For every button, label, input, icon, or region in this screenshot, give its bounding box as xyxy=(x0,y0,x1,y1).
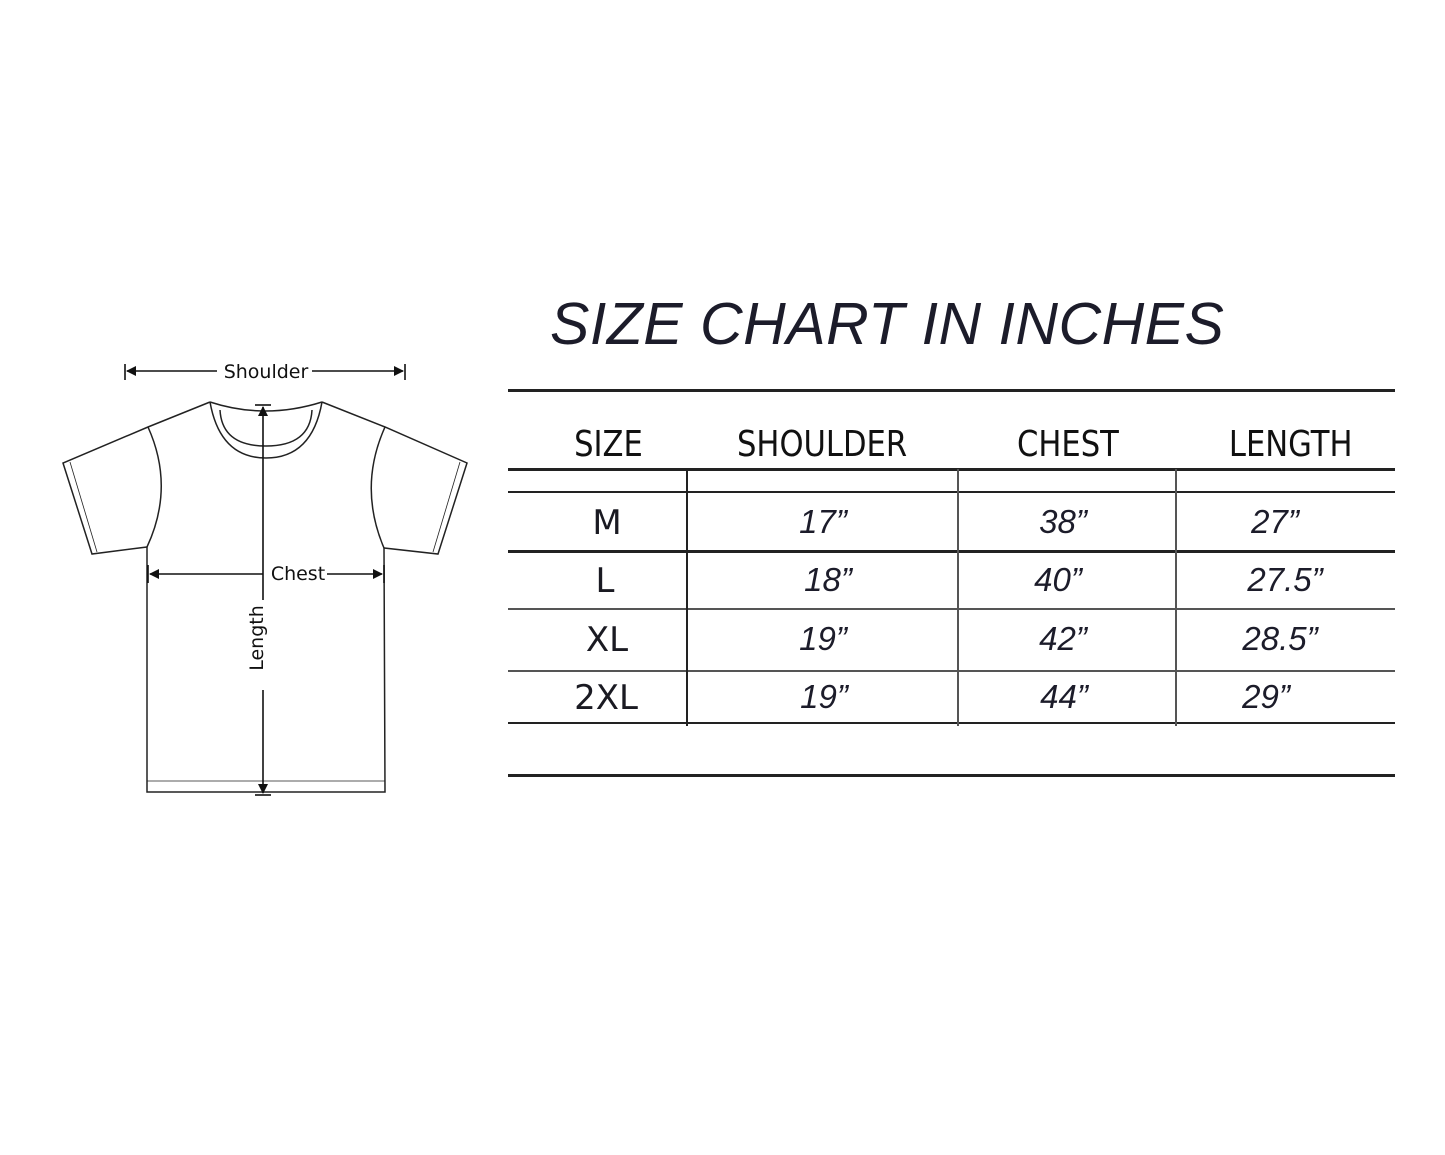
shoulder-cell: 19” xyxy=(800,678,848,715)
header-shoulder: SHOULDER xyxy=(737,424,908,465)
header-chest: CHEST xyxy=(1016,424,1119,465)
length-cell: 28.5” xyxy=(1242,620,1318,657)
header-divider xyxy=(508,468,1395,471)
chest-cell: 44” xyxy=(1040,678,1088,715)
chest-arrow xyxy=(147,565,385,583)
table-bottom-border xyxy=(508,774,1395,777)
size-cell: XL xyxy=(585,620,629,660)
size-cell: L xyxy=(595,561,615,601)
chest-cell: 40” xyxy=(1034,561,1082,598)
chest-label: Chest xyxy=(271,563,325,585)
chest-cell: 38” xyxy=(1039,503,1087,540)
chest-cell: 42” xyxy=(1039,620,1087,657)
chart-title: SIZE CHART IN INCHES xyxy=(550,291,1225,357)
shoulder-cell: 17” xyxy=(799,503,847,540)
size-cell: M xyxy=(592,503,622,543)
header-size: SIZE xyxy=(574,424,643,465)
header-length: LENGTH xyxy=(1228,424,1353,465)
length-cell: 27.5” xyxy=(1247,561,1323,598)
column-divider xyxy=(686,469,688,726)
length-label: Length xyxy=(246,605,268,671)
tshirt-outline xyxy=(62,401,468,793)
row-divider xyxy=(508,722,1395,724)
shoulder-label: Shoulder xyxy=(224,361,309,383)
column-divider xyxy=(1175,469,1177,726)
shoulder-arrow xyxy=(124,364,406,380)
column-divider xyxy=(957,469,959,726)
row-divider xyxy=(508,491,1395,493)
length-cell: 27” xyxy=(1251,503,1299,540)
table-top-border xyxy=(508,389,1395,392)
row-divider xyxy=(508,670,1395,672)
size-cell: 2XL xyxy=(574,678,638,718)
row-divider xyxy=(508,608,1395,610)
shoulder-cell: 19” xyxy=(799,620,847,657)
length-arrow xyxy=(255,404,271,796)
row-divider xyxy=(508,550,1395,553)
shoulder-cell: 18” xyxy=(804,561,852,598)
length-cell: 29” xyxy=(1242,678,1290,715)
